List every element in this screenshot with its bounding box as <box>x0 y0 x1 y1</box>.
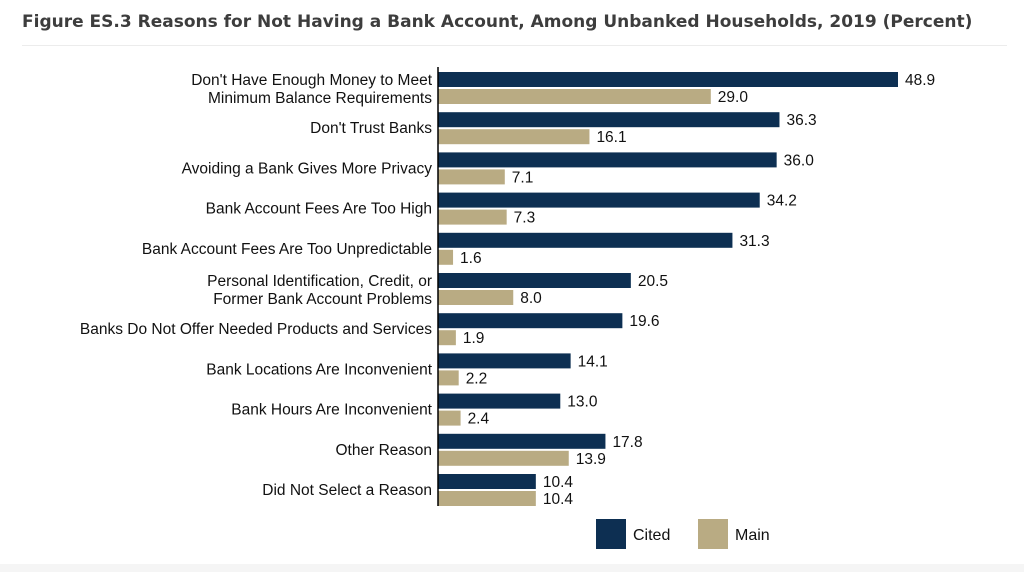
category-label-line: Banks Do Not Offer Needed Products and S… <box>80 321 432 338</box>
value-label-main: 7.1 <box>512 169 534 186</box>
category-label-line: Did Not Select a Reason <box>262 482 432 499</box>
category-label-line: Former Bank Account Problems <box>213 291 432 308</box>
bar-cited <box>438 112 780 128</box>
labels-layer: Don't Have Enough Money to Meet Minimum B… <box>80 72 935 508</box>
bar-cited <box>438 353 571 369</box>
bar-main <box>438 249 454 265</box>
value-label-main: 13.9 <box>576 451 606 468</box>
category-label-line: Avoiding a Bank Gives More Privacy <box>182 160 433 177</box>
value-label-main: 16.1 <box>596 129 626 146</box>
bar-main <box>438 129 590 145</box>
value-label-main: 8.0 <box>520 290 542 307</box>
category-label: Banks Do Not Offer Needed Products and S… <box>80 321 432 338</box>
value-label-cited: 36.0 <box>784 152 815 169</box>
title-divider <box>22 45 1007 46</box>
legend-swatch-main <box>698 519 728 549</box>
category-label: Did Not Select a Reason <box>262 482 432 499</box>
value-label-cited: 14.1 <box>578 353 608 370</box>
bar-cited <box>438 313 623 329</box>
category-label-line: Bank Account Fees Are Too Unpredictable <box>142 241 432 258</box>
value-label-main: 7.3 <box>514 210 536 227</box>
bar-main <box>438 169 505 185</box>
value-label-main: 1.6 <box>460 250 482 267</box>
category-label-line: Minimum Balance Requirements <box>208 90 432 107</box>
category-label: Avoiding a Bank Gives More Privacy <box>182 160 433 177</box>
category-label: Other Reason <box>336 442 433 459</box>
value-label-cited: 48.9 <box>905 72 935 89</box>
bar-main <box>438 450 569 466</box>
value-label-cited: 19.6 <box>629 313 659 330</box>
legend-swatch-cited <box>596 519 626 549</box>
bottom-band <box>0 564 1024 572</box>
category-label: Don't Trust Banks <box>310 120 432 137</box>
value-label-cited: 31.3 <box>739 233 769 250</box>
bar-cited <box>438 72 898 87</box>
category-label: Bank Account Fees Are Too Unpredictable <box>142 241 432 258</box>
bar-cited <box>438 393 561 409</box>
legend-label-main: Main <box>735 527 770 544</box>
bar-cited <box>438 273 631 288</box>
bar-cited <box>438 152 777 168</box>
bar-main <box>438 290 514 305</box>
bar-main <box>438 491 536 506</box>
bar-main <box>438 89 711 104</box>
value-label-main: 1.9 <box>463 330 485 347</box>
value-label-cited: 20.5 <box>638 273 668 290</box>
legend-label-cited: Cited <box>633 527 670 544</box>
bar-main <box>438 370 459 386</box>
bar-cited <box>438 433 606 449</box>
bar-main <box>438 410 461 426</box>
category-label: Bank Account Fees Are Too High <box>206 201 432 218</box>
category-label: Bank Locations Are Inconvenient <box>206 361 432 378</box>
value-label-main: 2.2 <box>466 370 488 387</box>
value-label-main: 29.0 <box>718 89 749 106</box>
bar-main <box>438 330 456 346</box>
value-label-cited: 13.0 <box>567 394 598 411</box>
value-label-cited: 34.2 <box>767 193 797 210</box>
category-label: Bank Hours Are Inconvenient <box>231 402 432 419</box>
category-label-line: Bank Locations Are Inconvenient <box>206 361 432 378</box>
category-label: Don't Have Enough Money to Meet Minimum B… <box>191 72 432 107</box>
bar-cited <box>438 192 760 208</box>
category-label-line: Bank Hours Are Inconvenient <box>231 402 432 419</box>
category-label-line: Don't Have Enough Money to Meet <box>191 72 432 89</box>
bars-layer <box>438 72 898 506</box>
legend: Cited Main <box>596 519 770 549</box>
value-label-cited: 36.3 <box>786 112 816 129</box>
category-label-line: Other Reason <box>336 442 433 459</box>
bar-cited <box>438 474 536 489</box>
chart-title: Figure ES.3 Reasons for Not Having a Ban… <box>22 12 973 32</box>
category-label-line: Personal Identification, Credit, or <box>207 273 432 290</box>
value-label-cited: 10.4 <box>543 474 574 491</box>
value-label-main: 10.4 <box>543 491 574 508</box>
category-label-line: Bank Account Fees Are Too High <box>206 201 432 218</box>
category-label-line: Don't Trust Banks <box>310 120 432 137</box>
category-label: Personal Identification, Credit, or Forme… <box>207 273 432 308</box>
bar-cited <box>438 232 733 248</box>
value-label-main: 2.4 <box>468 411 490 428</box>
value-label-cited: 17.8 <box>612 434 642 451</box>
bar-main <box>438 209 507 225</box>
